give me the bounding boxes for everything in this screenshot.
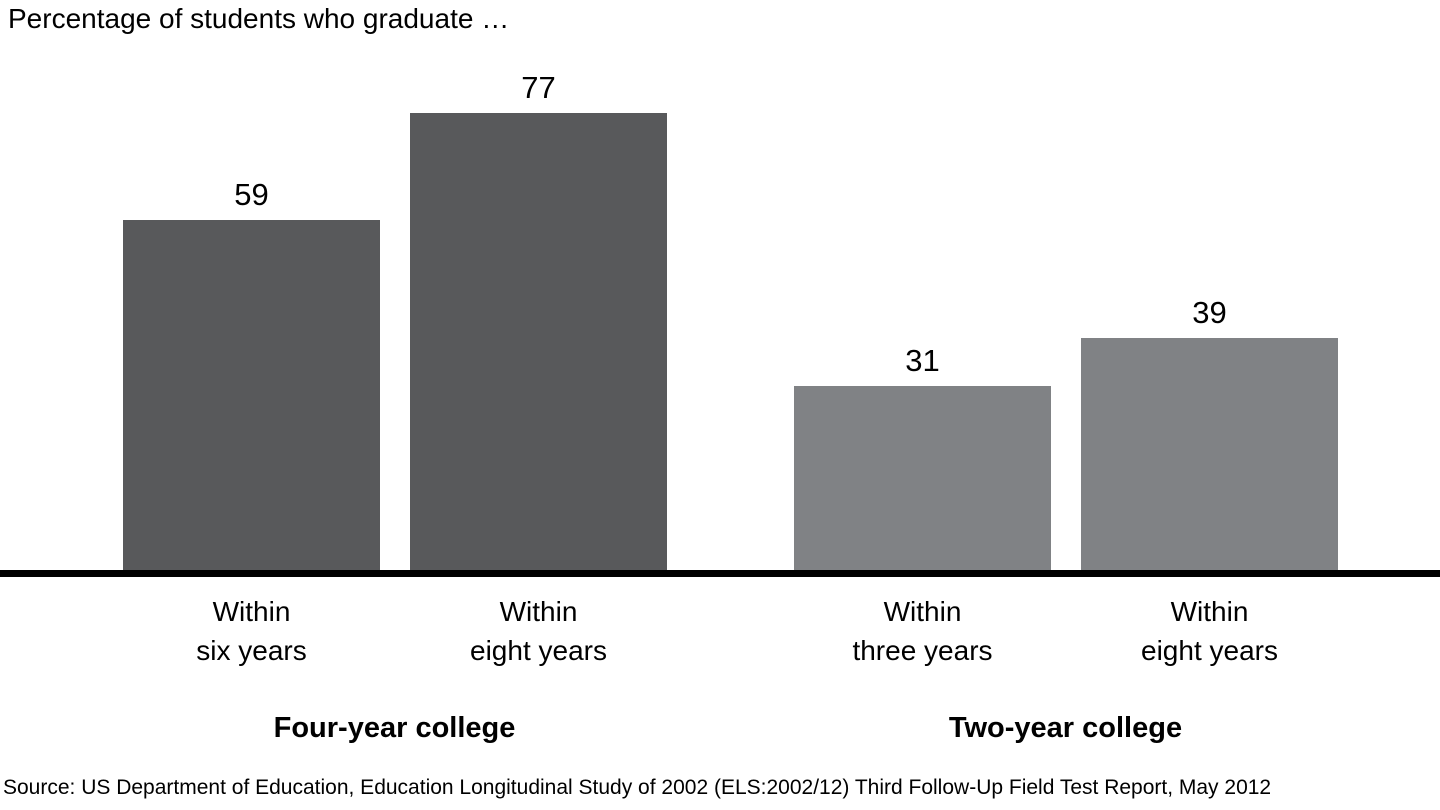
bar-column-two-year-three-years: 31 [794,344,1051,570]
category-label-eight-years-two-year: Within eight years [1041,592,1378,670]
group-label-two-year-college: Two-year college [948,712,1183,744]
x-axis-baseline [0,570,1440,577]
category-label-line1: Within [499,596,578,627]
category-label-six-years: Within six years [83,592,420,670]
bar-two-year-three-years [794,386,1051,570]
bar-column-four-year-eight-years: 77 [410,71,667,570]
category-label-line2: three years [852,635,993,666]
category-label-line2: eight years [470,635,607,666]
bar-four-year-six-years [123,220,380,570]
bar-value-label: 77 [521,70,556,105]
chart-title: Percentage of students who graduate … [8,3,510,34]
category-label-line1: Within [212,596,291,627]
category-label-line1: Within [1170,596,1249,627]
bar-value-label: 39 [1192,295,1227,330]
source-citation: Source: US Department of Education, Educ… [3,776,1272,799]
bar-value-label: 31 [905,343,940,378]
bar-value-label: 59 [234,177,269,212]
bar-two-year-eight-years [1081,338,1338,570]
plot-area: 59 77 31 39 [123,71,1338,570]
category-label-line2: eight years [1141,635,1278,666]
bar-column-two-year-eight-years: 39 [1081,296,1338,570]
category-label-three-years: Within three years [754,592,1091,670]
group-label-four-year-college: Four-year college [273,712,516,744]
category-label-line2: six years [196,635,307,666]
bar-four-year-eight-years [410,113,667,570]
category-label-line1: Within [883,596,962,627]
category-label-eight-years-four-year: Within eight years [370,592,707,670]
bar-column-four-year-six-years: 59 [123,178,380,570]
